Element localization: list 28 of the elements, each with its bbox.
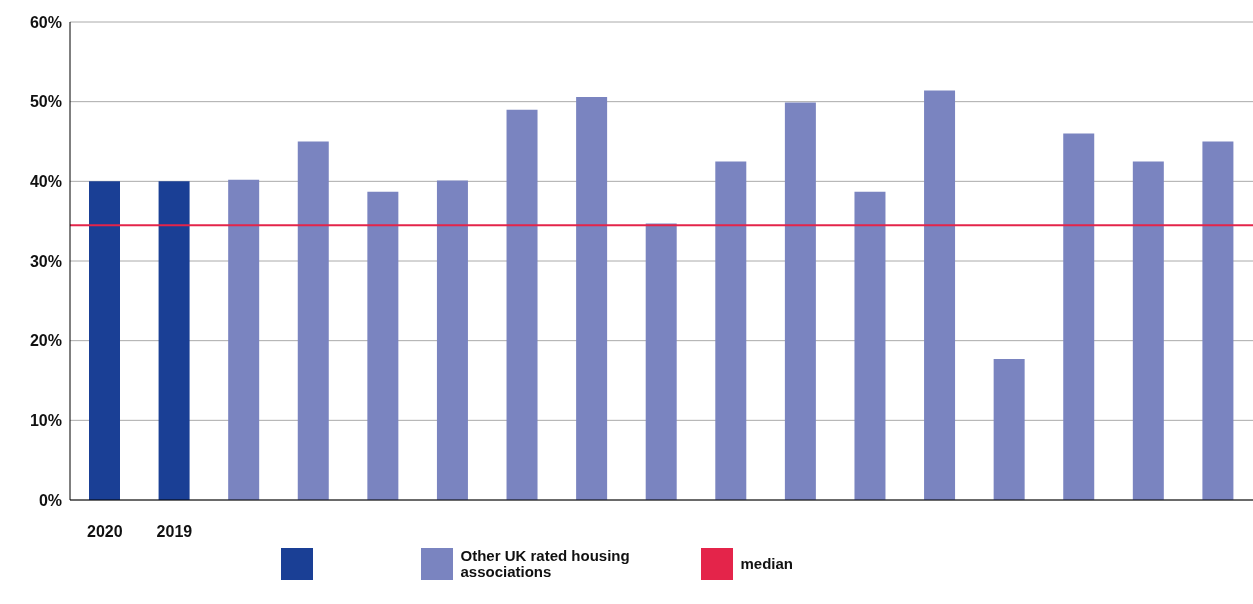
bar (1202, 141, 1234, 500)
bar (645, 223, 677, 500)
bar (854, 191, 886, 500)
y-tick-label: 20% (29, 332, 62, 350)
bar (715, 161, 747, 500)
bar (1063, 133, 1095, 500)
bar (784, 102, 816, 500)
y-tick-label: 60% (29, 13, 62, 31)
y-tick-label: 30% (29, 252, 62, 270)
y-tick-label: 40% (29, 173, 62, 191)
x-tick-label: 2019 (156, 523, 193, 541)
bar (993, 358, 1025, 500)
legend-label: Other UK rated housing associations (460, 547, 631, 580)
bar (297, 141, 329, 500)
bar (576, 96, 608, 500)
y-tick-label: 50% (29, 93, 62, 111)
bar (89, 181, 120, 500)
bar (158, 181, 190, 500)
y-tick-label: 10% (29, 412, 62, 430)
bar (924, 90, 956, 500)
legend-label: median (740, 555, 794, 572)
y-tick-label: 0% (38, 491, 62, 509)
bar (367, 191, 399, 500)
bar (506, 109, 538, 500)
bar (1132, 161, 1164, 500)
x-tick-label: 2020 (87, 523, 123, 541)
bar (228, 179, 260, 500)
bar (436, 180, 468, 500)
